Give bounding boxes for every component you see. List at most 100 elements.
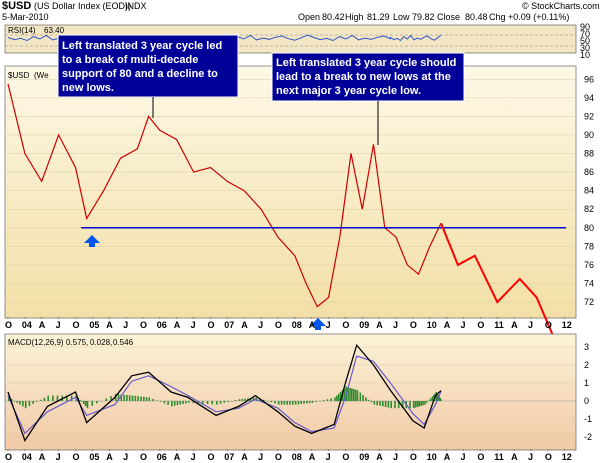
macd-ytick: 2: [584, 360, 589, 370]
low-value: 79.82: [412, 12, 435, 22]
macd-histogram-bar: [330, 398, 332, 401]
top-xtick: 05: [89, 320, 99, 330]
macd-histogram-bar: [409, 401, 411, 409]
macd-histogram-bar: [401, 401, 404, 409]
bottom-xtick: O: [477, 452, 484, 462]
macd-histogram-bar: [148, 397, 151, 401]
price-ytick: 86: [584, 167, 594, 177]
macd-histogram-bar: [367, 399, 370, 401]
macd-line: [7, 343, 442, 443]
macd-histogram-bar: [66, 395, 68, 401]
bottom-xtick: A: [106, 452, 113, 462]
price-yticks: 96 94 92 90 88 86 84 82 80 78 76 74 72: [584, 74, 594, 307]
macd-histogram-bar: [429, 398, 432, 401]
xaxis-bottom: O 04 A J O 05 A J O 06 A J O 07 A J O 08 A J O 09 A J O 10 A J O 11 A J…: [5, 449, 572, 462]
macd-histogram-bar: [289, 401, 291, 405]
macd-histogram-bar: [370, 401, 373, 403]
macd-histogram-bar: [134, 395, 137, 401]
bottom-xtick: O: [410, 452, 417, 462]
macd-histogram-bar: [349, 387, 351, 401]
price-panel-bg: [4, 65, 577, 319]
rsi-ytick: 90: [580, 22, 590, 32]
bottom-xtick: J: [123, 452, 128, 462]
macd-histogram-bar: [185, 401, 187, 404]
macd-histogram-bar: [84, 401, 87, 407]
macd-histogram-bar: [10, 399, 13, 401]
macd-histogram-bar: [202, 401, 204, 404]
macd-histogram-bar: [280, 401, 283, 405]
macd-ytick: -2: [584, 432, 592, 442]
macd-histogram-bar: [152, 398, 154, 401]
top-xtick: O: [73, 320, 80, 330]
macd-histogram-bar: [28, 401, 31, 407]
price-ytick: 84: [584, 186, 594, 196]
symbol-name: (US Dollar Index (EOD)): [34, 1, 131, 11]
macd-histogram-bar: [311, 401, 314, 403]
macd-histogram-bar: [252, 397, 255, 401]
top-xtick: 07: [224, 320, 234, 330]
price-ytick: 92: [584, 111, 594, 121]
macd-histogram-bar: [297, 401, 300, 405]
macd-histogram-bar: [70, 395, 73, 401]
price-ytick: 96: [584, 74, 594, 84]
top-xtick: J: [393, 320, 398, 330]
macd-histogram-bar: [123, 394, 125, 401]
top-xtick: O: [140, 320, 147, 330]
open-value: 80.42: [322, 12, 345, 22]
bottom-xtick: J: [258, 452, 263, 462]
bottom-xtick: J: [326, 452, 331, 462]
top-xtick: A: [174, 320, 181, 330]
macd-histogram-bar: [128, 395, 131, 401]
macd-histogram-bar: [32, 401, 34, 404]
macd-histogram-bar: [137, 396, 139, 401]
macd-histogram-bar: [384, 401, 387, 407]
macd-histogram-bar: [322, 400, 325, 401]
macd-histogram-bar: [219, 401, 222, 404]
macd-histogram-bar: [206, 401, 209, 404]
macd-histogram-bar: [426, 401, 428, 403]
macd-histogram-bar: [179, 401, 182, 405]
macd-histogram-bar: [131, 395, 134, 401]
top-xtick: 12: [562, 320, 572, 330]
macd-histogram-bar: [223, 401, 226, 403]
rsi-label: RSI(14): [8, 26, 36, 35]
macd-histogram-bar: [56, 395, 59, 401]
macd-histogram-bar: [247, 398, 249, 401]
macd-histogram-bar: [197, 401, 199, 404]
price-ytick: 82: [584, 204, 594, 214]
macd-histogram-bar: [354, 389, 357, 401]
bottom-xtick: 11: [494, 452, 504, 462]
signal-line: [7, 355, 442, 435]
top-xtick: J: [191, 320, 196, 330]
macd-histogram-bar: [188, 401, 190, 403]
macd-histogram-bar: [308, 401, 311, 404]
macd-histogram-bar: [167, 401, 169, 405]
macd-histogram-bar: [376, 401, 378, 406]
bottom-xtick: J: [528, 452, 533, 462]
price-label-suffix: (We: [34, 71, 49, 80]
macd-histogram-bar: [13, 401, 16, 402]
top-xtick: J: [461, 320, 466, 330]
bottom-xtick: O: [342, 452, 349, 462]
bottom-xtick: A: [241, 452, 248, 462]
top-xtick: A: [309, 320, 316, 330]
macd-histogram-bar: [334, 397, 336, 401]
top-xtick: 04: [22, 320, 32, 330]
macd-histogram-bar: [362, 395, 364, 401]
macd-histogram-bar: [416, 401, 419, 407]
bottom-xtick: A: [376, 452, 383, 462]
macd-histogram-bar: [326, 399, 329, 401]
macd-panel-bg: [4, 333, 577, 451]
chg-value: +0.09 (+0.11%): [508, 12, 569, 22]
price-ytick: 90: [584, 130, 594, 140]
macd-histogram-bar: [270, 401, 272, 403]
macd-histogram-bar: [394, 401, 396, 409]
date-label: 5-Mar-2010: [2, 12, 49, 22]
bottom-xtick: 08: [292, 452, 302, 462]
macd-histogram-bar: [397, 401, 400, 409]
macd-histogram-bar: [100, 401, 103, 402]
macd-histogram-bar: [365, 397, 367, 401]
macd-histogram-bar: [424, 401, 426, 405]
top-xtick: J: [258, 320, 263, 330]
